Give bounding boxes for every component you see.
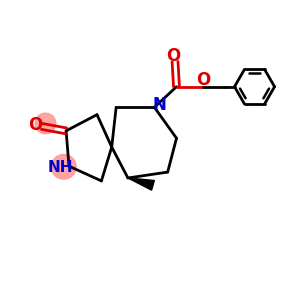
- Text: N: N: [153, 96, 167, 114]
- Polygon shape: [128, 178, 154, 190]
- Circle shape: [35, 113, 56, 134]
- Text: O: O: [167, 47, 181, 65]
- Text: O: O: [28, 116, 43, 134]
- Circle shape: [51, 154, 76, 179]
- Text: O: O: [196, 71, 210, 89]
- Text: NH: NH: [48, 160, 74, 175]
